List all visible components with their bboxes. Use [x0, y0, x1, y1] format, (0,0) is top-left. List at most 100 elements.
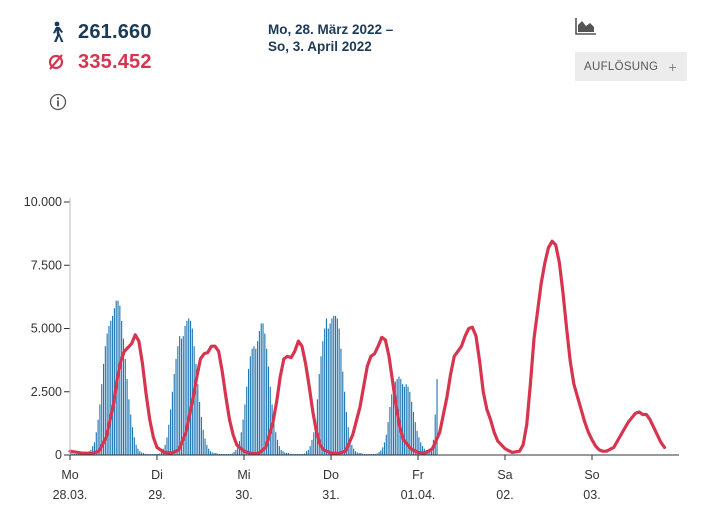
bar [246, 386, 248, 455]
bar [325, 318, 328, 455]
x-tick-day: Di [151, 468, 163, 482]
bar [222, 453, 224, 455]
area-chart-icon[interactable] [575, 17, 597, 35]
bar [206, 444, 208, 455]
bar [247, 368, 250, 455]
bar [211, 452, 213, 455]
bar [394, 381, 396, 455]
bar [249, 356, 251, 455]
bar [329, 323, 331, 455]
bar [244, 404, 246, 455]
bar [104, 346, 106, 455]
bar [186, 320, 188, 455]
bar [173, 374, 175, 455]
bar [363, 453, 366, 455]
y-tick-label: 7.500 [31, 258, 62, 272]
bar [264, 333, 266, 455]
bar [144, 453, 146, 455]
bar [284, 452, 286, 455]
bar [159, 453, 161, 455]
bar [362, 453, 364, 455]
bar [255, 348, 257, 455]
bar [262, 323, 264, 455]
x-tick-date: 30. [235, 488, 252, 502]
bar [213, 452, 215, 455]
bar [164, 444, 166, 455]
y-tick-label: 10.000 [24, 195, 62, 209]
bar [235, 449, 237, 455]
bar [200, 417, 202, 455]
x-tick-day: Mi [237, 468, 250, 482]
bar [436, 379, 438, 455]
bar [175, 358, 177, 455]
bar [273, 419, 275, 455]
bar [338, 328, 340, 455]
average-line [68, 239, 667, 456]
bar [260, 323, 262, 455]
bar [139, 451, 141, 455]
bar [204, 438, 206, 455]
bar [142, 452, 144, 455]
bar [131, 427, 134, 455]
bar [315, 419, 317, 455]
bar [180, 338, 183, 455]
bar [416, 430, 418, 455]
footfall-chart: 0 2.500 5.000 7.500 10.000 Mo 28.03. Di 29. Mi 30.… [24, 195, 679, 502]
bar [101, 384, 103, 455]
bar [336, 318, 338, 455]
bar [195, 363, 197, 455]
x-tick-date: 03. [583, 488, 600, 502]
bar [376, 453, 378, 455]
bar [360, 452, 362, 455]
bar [153, 453, 155, 455]
bar [77, 453, 79, 455]
bar [72, 453, 74, 455]
bar [157, 453, 159, 455]
x-tick-date: 28.03. [53, 488, 88, 502]
current-count: 261.660 [46, 20, 152, 44]
bar [400, 379, 402, 455]
bar [226, 453, 228, 455]
bar-series [70, 300, 438, 455]
bar [218, 453, 221, 455]
bar [220, 453, 222, 455]
bar [208, 448, 210, 455]
bar [237, 446, 239, 455]
info-icon[interactable] [49, 93, 67, 111]
bar [231, 453, 233, 455]
bar [75, 453, 77, 455]
bar [148, 453, 150, 455]
bar [309, 446, 311, 455]
bar [280, 449, 282, 455]
bar [282, 451, 284, 455]
bar [202, 429, 204, 455]
bar [293, 453, 295, 455]
bar [313, 432, 315, 455]
average-icon [46, 50, 66, 74]
bar [171, 391, 173, 455]
bar [133, 437, 135, 455]
x-tick-date: 01.04. [401, 488, 436, 502]
pedestrian-icon [46, 20, 66, 44]
average-count: 335.452 [46, 50, 152, 74]
bar [240, 432, 242, 455]
bar [331, 318, 333, 455]
bar [217, 453, 219, 455]
bar [126, 379, 128, 455]
bar [130, 414, 132, 455]
bar [324, 328, 326, 455]
bar [414, 422, 416, 455]
bar [391, 394, 393, 455]
bar [334, 315, 337, 455]
bar [304, 453, 306, 455]
bar [420, 442, 422, 455]
current-count-value: 261.660 [78, 20, 152, 43]
bar [258, 331, 260, 455]
bar [93, 442, 96, 455]
bar [418, 437, 420, 455]
bar [402, 384, 404, 455]
resolution-button[interactable]: AUFLÖSUNG + [575, 52, 687, 81]
bar [421, 446, 424, 455]
bar [349, 437, 351, 455]
bar [267, 366, 270, 455]
